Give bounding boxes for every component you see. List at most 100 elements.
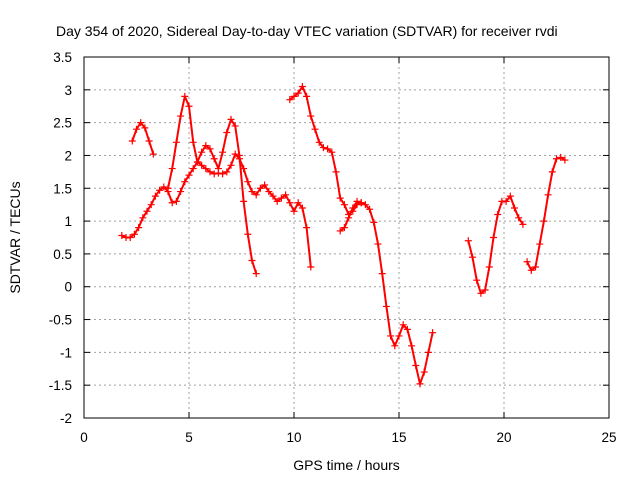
series-trace	[120, 153, 312, 268]
data-point	[206, 168, 214, 176]
y-tick-label: -0.5	[49, 313, 72, 328]
data-point	[481, 286, 489, 294]
data-point	[324, 145, 332, 153]
data-point	[248, 256, 256, 264]
series-6	[464, 192, 527, 297]
data-point	[240, 197, 248, 205]
data-point	[168, 199, 176, 207]
data-point	[345, 214, 353, 222]
data-point	[527, 266, 535, 274]
data-point	[519, 220, 527, 228]
series-3	[164, 92, 260, 278]
y-tick-label: -1.5	[49, 378, 72, 393]
data-point	[340, 201, 348, 209]
x-tick-label: 15	[391, 430, 406, 445]
data-point	[294, 199, 302, 207]
y-axis-label: SDTVAR / TECUs	[7, 181, 23, 293]
data-point	[265, 188, 273, 196]
data-point	[485, 263, 493, 271]
data-point	[168, 165, 176, 173]
data-point	[151, 192, 159, 200]
data-point	[420, 368, 428, 376]
series-2	[128, 119, 157, 158]
data-point	[536, 240, 544, 248]
data-point	[198, 148, 206, 156]
data-point	[282, 191, 290, 199]
data-point	[464, 237, 472, 245]
series-trace	[167, 95, 258, 275]
data-point	[147, 201, 155, 209]
data-point	[206, 145, 214, 153]
data-point	[202, 142, 210, 150]
data-point	[494, 211, 502, 219]
data-point	[139, 214, 147, 222]
x-tick-label: 20	[496, 430, 511, 445]
series-7	[523, 153, 569, 274]
data-point	[557, 153, 565, 161]
data-point	[473, 276, 481, 284]
data-point	[172, 197, 180, 205]
data-point	[412, 361, 420, 369]
data-point	[261, 181, 269, 189]
data-point	[490, 234, 497, 241]
data-point	[252, 191, 260, 199]
data-point	[387, 332, 395, 340]
y-tick-label: 3	[64, 83, 72, 98]
data-point	[164, 184, 172, 192]
plot-frame	[83, 56, 610, 419]
data-point	[429, 329, 437, 337]
data-point	[198, 161, 206, 169]
data-point	[303, 224, 311, 232]
data-point	[277, 194, 285, 202]
data-point	[540, 217, 548, 225]
data-point	[128, 137, 136, 145]
data-point	[193, 158, 201, 166]
data-point	[223, 168, 231, 176]
series-1	[118, 150, 315, 271]
data-point	[340, 224, 348, 232]
data-point	[273, 197, 281, 205]
data-point	[544, 191, 552, 199]
data-point	[269, 192, 277, 200]
x-tick-label: 10	[286, 430, 301, 445]
series-4	[286, 83, 437, 388]
data-point	[515, 214, 523, 222]
data-point	[141, 124, 149, 132]
chart-title: Day 354 of 2020, Sidereal Day-to-day VTE…	[56, 23, 558, 39]
data-point	[370, 218, 378, 226]
x-tick-label: 25	[601, 430, 616, 445]
data-point	[502, 197, 510, 205]
data-point	[202, 165, 210, 173]
data-point	[130, 230, 138, 238]
data-point	[135, 224, 143, 232]
data-point	[315, 138, 323, 146]
data-point	[177, 188, 185, 196]
data-point	[185, 102, 193, 110]
series-trace	[467, 195, 524, 295]
data-point	[307, 112, 315, 120]
data-point	[210, 155, 218, 163]
data-point	[286, 96, 294, 104]
data-point	[172, 138, 180, 146]
series-5	[336, 197, 365, 235]
data-point	[395, 332, 403, 340]
series-trace	[288, 85, 434, 385]
data-point	[227, 161, 235, 169]
data-point	[336, 227, 344, 235]
data-point	[336, 194, 344, 202]
data-point	[532, 263, 539, 271]
data-point	[349, 204, 357, 212]
data-point	[307, 263, 315, 271]
data-point	[286, 199, 294, 207]
data-point	[477, 289, 485, 297]
data-point	[244, 178, 252, 186]
data-point	[137, 119, 145, 127]
data-point	[185, 171, 193, 179]
data-point	[290, 92, 298, 100]
data-point	[328, 148, 336, 156]
data-point	[298, 204, 306, 212]
data-point	[523, 258, 531, 266]
data-point	[366, 205, 374, 213]
data-point	[156, 186, 164, 194]
